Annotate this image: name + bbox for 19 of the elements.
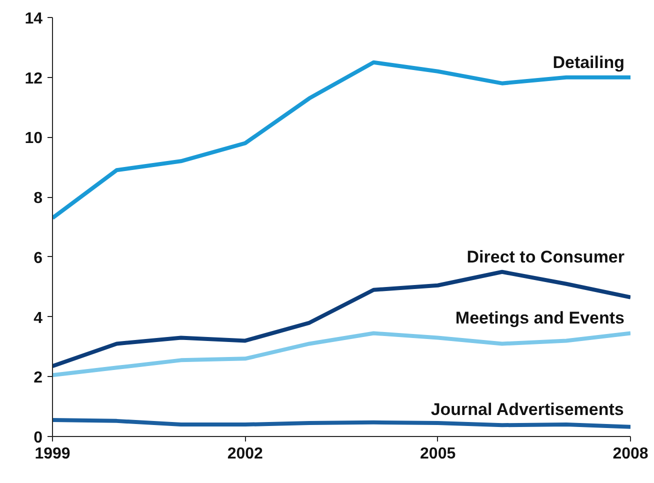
y-tick-label: 6 bbox=[34, 250, 43, 267]
x-tick-label: 2005 bbox=[420, 446, 456, 462]
x-tick-label: 2002 bbox=[227, 446, 264, 462]
y-tick-label: 12 bbox=[24, 70, 43, 88]
series-label: Meetings and Events bbox=[455, 308, 625, 328]
x-tick-label: 2008 bbox=[612, 446, 648, 462]
x-tick-label: 1999 bbox=[34, 446, 70, 462]
y-tick-label: 2 bbox=[34, 370, 43, 387]
series-label: Journal Advertisements bbox=[430, 400, 624, 420]
series-label: Detailing bbox=[552, 52, 625, 72]
line-series bbox=[52, 418, 630, 429]
line-series bbox=[52, 270, 630, 368]
series-label: Direct to Consumer bbox=[466, 247, 625, 266]
line-series bbox=[52, 331, 630, 378]
y-tick-label: 0 bbox=[34, 430, 43, 446]
y-tick-label: 14 bbox=[24, 10, 43, 28]
y-tick-label: 10 bbox=[24, 130, 43, 148]
y-tick-label: 4 bbox=[34, 310, 43, 327]
y-tick-label: 8 bbox=[34, 190, 43, 208]
